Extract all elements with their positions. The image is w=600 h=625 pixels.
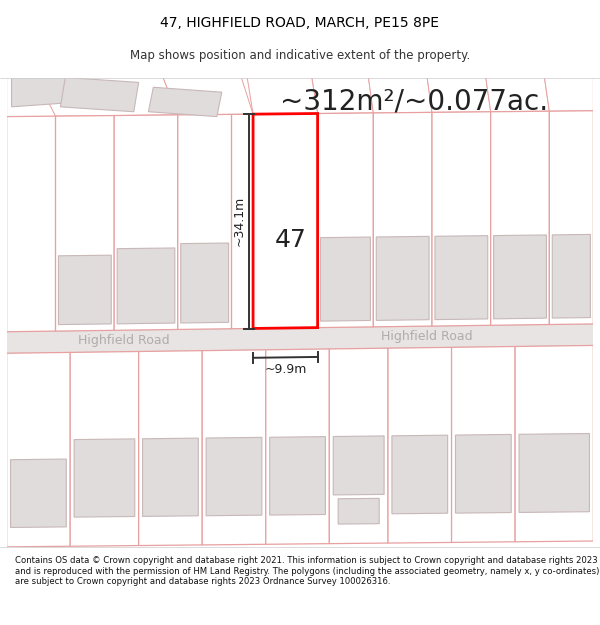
Polygon shape	[455, 434, 511, 513]
Polygon shape	[368, 78, 432, 113]
Polygon shape	[74, 439, 135, 517]
Polygon shape	[61, 78, 139, 112]
Text: Map shows position and indicative extent of the property.: Map shows position and indicative extent…	[130, 49, 470, 62]
Text: Highfield Road: Highfield Road	[78, 334, 170, 348]
Polygon shape	[253, 114, 317, 329]
Polygon shape	[266, 349, 329, 544]
Polygon shape	[202, 350, 266, 545]
Polygon shape	[452, 346, 515, 542]
Polygon shape	[56, 116, 114, 331]
Polygon shape	[143, 438, 199, 516]
Text: 47, HIGHFIELD ROAD, MARCH, PE15 8PE: 47, HIGHFIELD ROAD, MARCH, PE15 8PE	[161, 16, 439, 30]
Polygon shape	[432, 112, 491, 326]
Polygon shape	[206, 438, 262, 516]
Polygon shape	[7, 352, 70, 547]
Polygon shape	[178, 114, 232, 329]
Polygon shape	[256, 177, 314, 242]
Polygon shape	[7, 324, 593, 353]
Polygon shape	[550, 111, 593, 324]
Polygon shape	[333, 436, 384, 495]
Text: ~34.1m: ~34.1m	[233, 196, 246, 246]
Polygon shape	[392, 435, 448, 514]
Polygon shape	[312, 78, 373, 114]
Polygon shape	[515, 346, 593, 542]
Polygon shape	[7, 78, 56, 117]
Polygon shape	[117, 248, 175, 324]
Polygon shape	[519, 434, 589, 512]
Polygon shape	[269, 437, 325, 515]
Polygon shape	[376, 236, 429, 321]
Text: ~312m²/~0.077ac.: ~312m²/~0.077ac.	[280, 88, 548, 116]
Polygon shape	[494, 235, 547, 319]
Polygon shape	[320, 237, 370, 321]
Polygon shape	[427, 78, 491, 112]
Polygon shape	[544, 78, 593, 111]
Polygon shape	[70, 351, 139, 546]
Text: Highfield Road: Highfield Road	[382, 331, 473, 343]
Text: Contains OS data © Crown copyright and database right 2021. This information is : Contains OS data © Crown copyright and d…	[15, 556, 599, 586]
Polygon shape	[388, 348, 452, 543]
Polygon shape	[36, 78, 178, 116]
Polygon shape	[373, 112, 432, 327]
Polygon shape	[114, 115, 178, 330]
Polygon shape	[11, 459, 66, 528]
Polygon shape	[253, 114, 317, 329]
Polygon shape	[58, 255, 111, 324]
Polygon shape	[338, 498, 379, 524]
Polygon shape	[7, 78, 124, 117]
Polygon shape	[317, 113, 373, 328]
Polygon shape	[486, 78, 550, 112]
Polygon shape	[163, 78, 253, 115]
Polygon shape	[7, 116, 56, 332]
Polygon shape	[232, 114, 253, 329]
Polygon shape	[329, 348, 388, 544]
Text: 47: 47	[274, 229, 306, 253]
Polygon shape	[139, 351, 202, 546]
Text: ~9.9m: ~9.9m	[264, 362, 307, 376]
Polygon shape	[491, 111, 550, 325]
Polygon shape	[148, 88, 222, 117]
Polygon shape	[181, 243, 229, 323]
Polygon shape	[435, 236, 488, 319]
Polygon shape	[11, 78, 80, 107]
Polygon shape	[247, 78, 317, 114]
Polygon shape	[552, 234, 590, 318]
